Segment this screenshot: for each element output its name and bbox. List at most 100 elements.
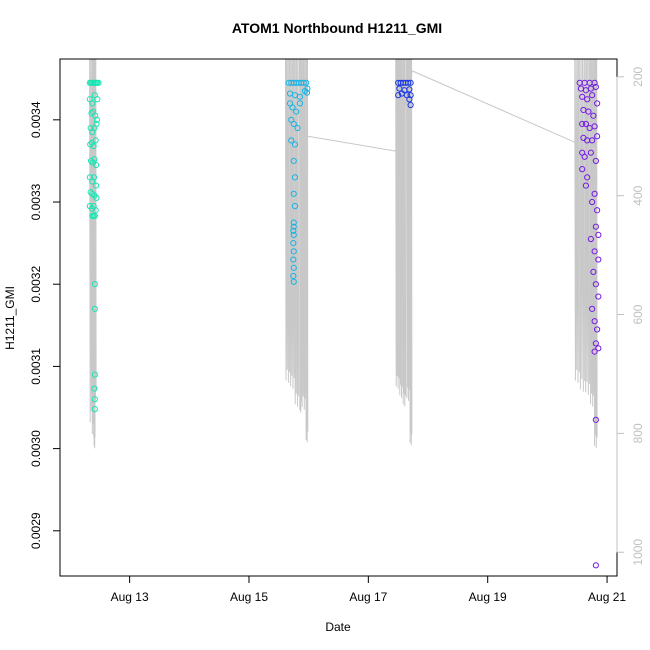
secondary-y-axis: 200 400 600 800 1000 bbox=[616, 66, 645, 566]
data-point bbox=[90, 143, 97, 150]
y-tick-label: 0.0032 bbox=[29, 266, 43, 303]
x-tick-label: Aug 15 bbox=[230, 590, 268, 604]
data-point bbox=[407, 79, 414, 86]
data-point bbox=[93, 120, 100, 128]
data-point bbox=[91, 212, 98, 220]
data-point bbox=[290, 278, 297, 285]
data-point bbox=[290, 157, 297, 165]
y-axis: 0.0029 0.0030 0.0031 0.0032 0.0033 0.0034 bbox=[29, 101, 60, 549]
data-point bbox=[91, 396, 98, 403]
data-point bbox=[594, 207, 601, 214]
data-point bbox=[590, 268, 597, 275]
data-point bbox=[288, 137, 295, 144]
data-point bbox=[290, 120, 297, 128]
altitude-profile bbox=[584, 58, 591, 395]
data-point bbox=[91, 406, 98, 413]
data-point bbox=[290, 227, 297, 234]
data-point bbox=[91, 156, 98, 163]
data-point bbox=[589, 92, 596, 99]
data-point bbox=[290, 231, 297, 238]
data-point bbox=[591, 123, 598, 130]
y-tick-label: 0.0034 bbox=[29, 101, 43, 138]
data-point bbox=[87, 141, 94, 148]
y-tick-label: 0.0030 bbox=[29, 430, 43, 467]
x-tick-label: Aug 17 bbox=[349, 590, 387, 604]
data-point bbox=[589, 305, 596, 312]
y-tick-label: 0.0031 bbox=[29, 348, 43, 385]
data-point bbox=[87, 189, 94, 196]
data-point bbox=[95, 79, 102, 86]
data-point bbox=[92, 161, 100, 169]
data-point bbox=[290, 264, 297, 271]
altitude-profile bbox=[406, 58, 410, 401]
data-point bbox=[407, 92, 414, 99]
data-point bbox=[91, 371, 98, 378]
secondary-y-tick-label: 800 bbox=[631, 423, 645, 443]
data-point bbox=[291, 141, 299, 148]
x-axis: Aug 13 Aug 15 Aug 17 Aug 19 Aug 21 bbox=[111, 575, 626, 604]
data-point bbox=[595, 293, 602, 300]
altitude-profile bbox=[402, 58, 407, 407]
data-point bbox=[592, 223, 599, 230]
secondary-y-tick-label: 400 bbox=[631, 185, 645, 205]
secondary-y-tick-label: 600 bbox=[631, 304, 645, 324]
altitude-profile bbox=[574, 58, 580, 383]
x-tick-label: Aug 19 bbox=[469, 590, 507, 604]
data-point bbox=[290, 272, 297, 280]
data-point bbox=[290, 219, 297, 226]
data-point bbox=[594, 100, 601, 107]
data-point bbox=[293, 108, 300, 115]
data-point bbox=[579, 93, 586, 100]
secondary-y-tick-label: 200 bbox=[631, 66, 645, 86]
data-point bbox=[592, 83, 599, 91]
y-tick-label: 0.0029 bbox=[29, 512, 43, 549]
data-point bbox=[300, 79, 307, 86]
data-point bbox=[592, 281, 599, 288]
data-point bbox=[592, 416, 599, 423]
data-point bbox=[290, 223, 297, 230]
data-point bbox=[303, 89, 311, 96]
altitude-profile bbox=[589, 58, 595, 407]
data-point bbox=[87, 157, 95, 165]
transit-line bbox=[412, 70, 575, 143]
data-point bbox=[94, 96, 101, 103]
altitude-profile bbox=[395, 58, 400, 389]
data-point bbox=[595, 345, 602, 352]
data-point bbox=[303, 79, 310, 86]
data-point bbox=[594, 133, 601, 140]
altitude-profiles bbox=[89, 58, 598, 449]
data-point bbox=[395, 92, 402, 99]
data-point bbox=[290, 248, 297, 255]
altitude-profile bbox=[305, 58, 309, 443]
data-point bbox=[290, 256, 297, 263]
transit-line bbox=[307, 135, 396, 152]
altitude-profile bbox=[579, 58, 586, 392]
data-point bbox=[91, 305, 98, 312]
data-point bbox=[591, 318, 598, 325]
chart-title: ATOM1 Northbound H1211_GMI bbox=[232, 20, 442, 36]
data-point bbox=[92, 182, 100, 189]
data-point bbox=[587, 149, 594, 156]
data-point bbox=[579, 120, 586, 128]
data-point bbox=[406, 86, 413, 93]
data-point bbox=[406, 96, 413, 103]
data-point bbox=[304, 85, 311, 92]
data-point bbox=[592, 562, 599, 569]
data-point bbox=[407, 101, 414, 109]
x-tick-label: Aug 21 bbox=[588, 590, 626, 604]
data-point bbox=[594, 326, 601, 333]
x-axis-label: Date bbox=[325, 620, 351, 634]
data-point bbox=[589, 198, 596, 206]
data-point bbox=[582, 182, 590, 189]
data-points bbox=[86, 79, 602, 569]
data-point bbox=[89, 100, 96, 107]
data-point bbox=[584, 96, 591, 103]
data-point bbox=[90, 174, 98, 181]
data-point bbox=[581, 153, 588, 160]
x-tick-label: Aug 13 bbox=[111, 590, 149, 604]
plot-frame bbox=[59, 58, 618, 577]
data-point bbox=[290, 240, 297, 247]
data-point bbox=[585, 108, 592, 115]
altitude-profile bbox=[93, 58, 97, 401]
data-point bbox=[290, 190, 297, 197]
